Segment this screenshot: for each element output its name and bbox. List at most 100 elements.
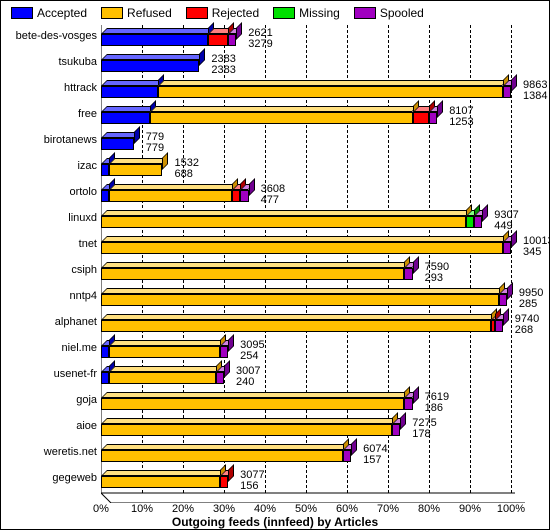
bar-row: free81071253 (101, 103, 511, 129)
legend: Accepted Refused Rejected Missing Spooled (7, 3, 543, 23)
bar-segment-accepted (101, 372, 109, 384)
row-values: 26213279 (248, 28, 272, 50)
bar-segment-rejected (220, 476, 228, 488)
row-values: 7619186 (425, 392, 449, 414)
bar-segment-refused (101, 398, 404, 410)
row-values: 9740268 (515, 314, 539, 336)
row-values: 3095254 (240, 340, 264, 362)
bar-row: csiph7590293 (101, 259, 511, 285)
row-label: niel.me (62, 342, 97, 354)
legend-item-spooled: Spooled (354, 6, 424, 20)
row-label: usenet-fr (54, 368, 97, 380)
x-tick-label: 40% (254, 503, 276, 515)
row-label: bete-des-vosges (16, 30, 97, 42)
bar-segment-accepted (101, 138, 134, 150)
x-tick-label: 0% (93, 503, 109, 515)
bar-segment-rejected (208, 34, 229, 46)
x-tick-label: 50% (295, 503, 317, 515)
bar-row: tsukuba23832383 (101, 51, 511, 77)
bar-segment-spooled (404, 398, 412, 410)
bar-row: nntp49950285 (101, 285, 511, 311)
row-label: nntp4 (69, 290, 97, 302)
row-label: linuxd (68, 212, 97, 224)
bar-row: alphanet9740268 (101, 311, 511, 337)
x-tick-label: 80% (418, 503, 440, 515)
x-tick-label: 30% (213, 503, 235, 515)
bar-segment-spooled (503, 242, 511, 254)
row-values: 6074157 (363, 444, 387, 466)
bar-segment-spooled (228, 34, 236, 46)
bar-row: bete-des-vosges26213279 (101, 25, 511, 51)
row-values: 7275178 (412, 418, 436, 440)
bar-segment-spooled (499, 294, 507, 306)
bar-segment-spooled (392, 424, 400, 436)
row-label: izac (77, 160, 97, 172)
bar-segment-spooled (343, 450, 351, 462)
row-label: goja (76, 394, 97, 406)
x-tick-label: 60% (336, 503, 358, 515)
bar-row: gegeweb3077156 (101, 467, 511, 493)
bar-segment-refused (101, 216, 466, 228)
bar-segment-spooled (220, 346, 228, 358)
bar-row: izac1532688 (101, 155, 511, 181)
bar-segment-spooled (240, 190, 248, 202)
bar-segment-accepted (101, 112, 150, 124)
bar-segment-accepted (101, 60, 199, 72)
bar-row: niel.me3095254 (101, 337, 511, 363)
row-values: 1532688 (175, 158, 199, 180)
row-values: 10013345 (523, 236, 550, 258)
bar-segment-refused (101, 320, 491, 332)
x-tick-label: 100% (497, 503, 525, 515)
gridline (511, 25, 512, 493)
bar-segment-spooled (216, 372, 224, 384)
bar-row: weretis.net6074157 (101, 441, 511, 467)
rejected-swatch (186, 7, 208, 19)
legend-label: Refused (127, 6, 172, 20)
x-tick-label: 20% (172, 503, 194, 515)
legend-label: Rejected (212, 6, 259, 20)
x-tick-label: 90% (459, 503, 481, 515)
row-label: csiph (71, 264, 97, 276)
row-values: 9307449 (494, 210, 518, 232)
row-label: gegeweb (52, 472, 97, 484)
legend-label: Accepted (37, 6, 87, 20)
legend-label: Spooled (380, 6, 424, 20)
row-values: 3608477 (261, 184, 285, 206)
bar-segment-missing (466, 216, 474, 228)
bar-row: httrack98631384 (101, 77, 511, 103)
bar-segment-accepted (101, 190, 109, 202)
bar-segment-spooled (429, 112, 437, 124)
legend-item-missing: Missing (273, 6, 340, 20)
legend-item-accepted: Accepted (11, 6, 87, 20)
row-label: aioe (76, 420, 97, 432)
row-label: weretis.net (44, 446, 97, 458)
row-label: tsukuba (58, 56, 97, 68)
bar-segment-refused (109, 164, 162, 176)
bar-segment-refused (101, 242, 503, 254)
legend-item-rejected: Rejected (186, 6, 259, 20)
row-label: free (78, 108, 97, 120)
bar-segment-spooled (503, 86, 511, 98)
bar-segment-rejected (232, 190, 240, 202)
bar-segment-refused (150, 112, 412, 124)
plot-area: bete-des-vosges26213279tsukuba23832383ht… (101, 25, 511, 493)
bar-segment-accepted (101, 346, 109, 358)
bar-segment-rejected (413, 112, 429, 124)
chart: Accepted Refused Rejected Missing Spooled be… (0, 0, 550, 530)
bar-segment-accepted (101, 34, 208, 46)
row-values: 3077156 (240, 470, 264, 492)
bar-segment-spooled (404, 268, 412, 280)
missing-swatch (273, 7, 295, 19)
bar-segment-refused (109, 190, 232, 202)
bar-segment-refused (158, 86, 502, 98)
row-label: tnet (79, 238, 97, 250)
legend-item-refused: Refused (101, 6, 172, 20)
bar-segment-refused (101, 424, 392, 436)
bar-segment-accepted (101, 86, 158, 98)
bar-row: aioe7275178 (101, 415, 511, 441)
bar-row: ortolo3608477 (101, 181, 511, 207)
row-values: 779779 (146, 132, 164, 154)
bar-segment-spooled (474, 216, 482, 228)
bar-segment-spooled (495, 320, 503, 332)
bar-segment-refused (109, 372, 216, 384)
